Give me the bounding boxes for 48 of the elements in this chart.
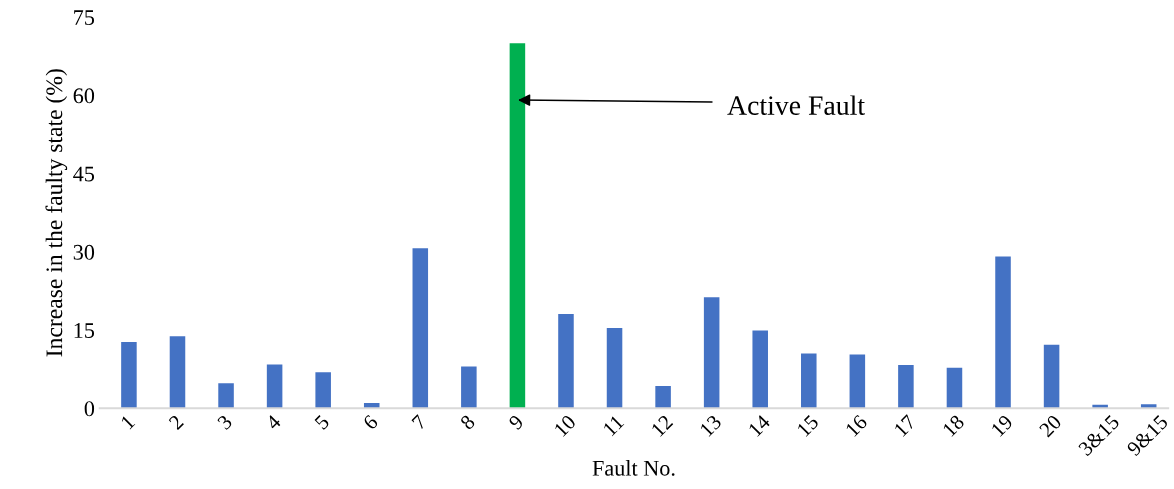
bar <box>995 256 1011 409</box>
x-tick-label: 12 <box>650 414 674 437</box>
x-tick-label: 19 <box>990 414 1014 437</box>
bar <box>606 327 623 409</box>
bar <box>266 364 283 409</box>
y-tick-label: 45 <box>73 166 95 182</box>
bar <box>703 297 720 409</box>
x-tick-label: 8 <box>459 414 476 431</box>
x-tick-label: 7 <box>411 414 428 430</box>
x-tick-label: 20 <box>1038 414 1063 438</box>
y-tick-label: 0 <box>84 401 95 417</box>
bar <box>1043 344 1060 409</box>
y-tick-label: 60 <box>73 88 95 104</box>
bar <box>752 330 768 409</box>
y-tick-label: 30 <box>73 244 95 260</box>
annotation: Active Fault <box>727 95 865 115</box>
x-tick-label: 9 <box>507 414 525 431</box>
bar <box>849 354 866 409</box>
bar <box>315 372 331 409</box>
x-tick-label: 18 <box>942 414 965 437</box>
x-tick-label: 3 <box>216 414 233 431</box>
bar <box>558 313 574 409</box>
x-tick-label: 17 <box>893 414 917 437</box>
x-tick-label: 6 <box>362 414 379 431</box>
bar <box>121 342 137 409</box>
x-tick-label: 4 <box>265 413 282 431</box>
x-tick-label: 1 <box>120 414 136 430</box>
bar <box>655 385 671 409</box>
bar <box>461 366 477 409</box>
bar <box>218 383 234 409</box>
y-tick-label: 75 <box>74 10 95 26</box>
y-axis-title: Increase in the faulty state (%) <box>45 69 68 357</box>
x-tick-label: 2 <box>168 414 184 431</box>
x-tick-label: 14 <box>747 413 771 437</box>
bar <box>509 43 526 409</box>
x-tick-label: 5 <box>314 414 330 431</box>
x-tick-label: 16 <box>845 414 868 437</box>
x-tick-label: 10 <box>553 414 577 437</box>
bar <box>946 367 963 409</box>
bar <box>898 365 914 409</box>
bar <box>801 353 817 409</box>
bar <box>412 248 429 409</box>
x-axis-title: Fault No. <box>592 460 675 476</box>
y-tick-label: 15 <box>74 323 95 338</box>
x-tick-label: 15 <box>796 414 820 437</box>
x-tick-label: 13 <box>699 414 723 437</box>
x-tick-label: 11 <box>602 414 625 437</box>
bar <box>169 336 186 409</box>
